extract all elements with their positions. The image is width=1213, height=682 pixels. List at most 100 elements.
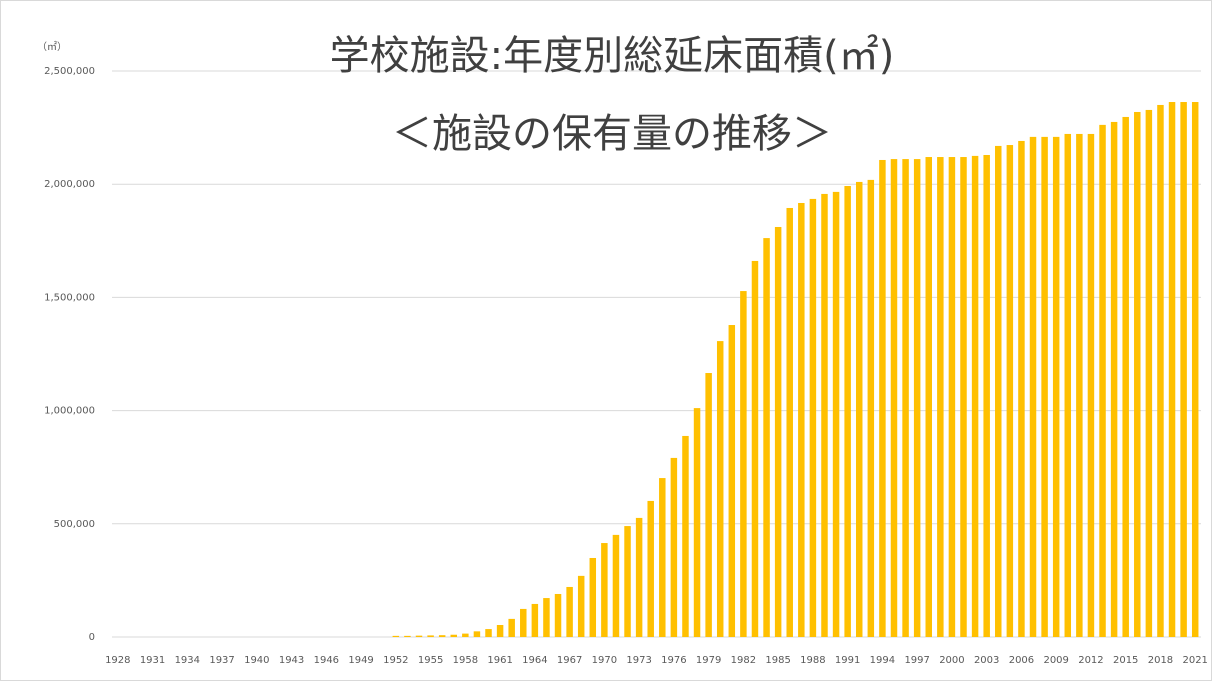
bar xyxy=(1180,102,1187,638)
bar xyxy=(577,575,585,637)
bar xyxy=(890,159,898,638)
x-tick-label: 1961 xyxy=(487,655,512,666)
x-tick-label: 1982 xyxy=(731,655,756,666)
bar xyxy=(612,534,620,637)
x-tick-label: 2009 xyxy=(1043,655,1068,666)
bar xyxy=(728,325,736,637)
bar xyxy=(543,598,550,637)
bar xyxy=(496,625,504,637)
x-tick-label: 1973 xyxy=(626,655,651,666)
bar xyxy=(1110,121,1118,637)
bar xyxy=(751,260,759,637)
bar xyxy=(937,157,944,638)
bar xyxy=(427,635,434,637)
bar xyxy=(844,186,851,637)
y-tick-label: 500,000 xyxy=(54,519,95,530)
bar xyxy=(1145,109,1153,638)
y-tick-label: 1,500,000 xyxy=(44,292,95,303)
x-tick-label: 1997 xyxy=(904,655,929,666)
bar xyxy=(1157,104,1164,637)
bar xyxy=(705,373,712,637)
chart-subtitle: ＜施設の保有量の推移＞ xyxy=(392,111,832,157)
bar xyxy=(821,193,828,638)
bar xyxy=(520,608,527,637)
bar xyxy=(659,478,666,637)
x-tick-label: 1955 xyxy=(418,655,443,666)
bar xyxy=(624,526,631,637)
chart-title: 学校施設:年度別総延床面積(㎡) xyxy=(330,33,895,79)
bar xyxy=(566,586,573,637)
y-tick-label: 0 xyxy=(89,632,95,643)
bar xyxy=(438,635,446,637)
bar xyxy=(693,408,701,637)
bar xyxy=(415,635,423,637)
bar xyxy=(786,207,793,638)
bar xyxy=(948,157,956,638)
bar xyxy=(902,159,909,638)
bar xyxy=(635,517,643,637)
bar xyxy=(879,159,886,637)
x-tick-label: 2021 xyxy=(1182,655,1207,666)
bar xyxy=(670,457,678,637)
bar xyxy=(682,435,689,637)
y-tick-label: 2,000,000 xyxy=(44,179,95,190)
x-tick-label: 1928 xyxy=(105,655,130,666)
bar xyxy=(763,238,770,638)
bar xyxy=(1052,136,1060,638)
bar xyxy=(716,341,724,637)
bar xyxy=(1041,136,1048,638)
bar xyxy=(1099,124,1106,638)
bar xyxy=(1191,102,1199,638)
x-tick-label: 1934 xyxy=(175,655,200,666)
bar xyxy=(960,157,967,638)
bar xyxy=(589,557,597,637)
bar xyxy=(855,181,863,637)
x-tick-label: 2018 xyxy=(1148,655,1173,666)
y-unit: （㎡） xyxy=(37,41,67,53)
x-tick-label: 1970 xyxy=(592,655,617,666)
bar xyxy=(1006,145,1014,637)
x-tick-label: 2006 xyxy=(1009,655,1034,666)
x-tick-label: 1994 xyxy=(870,655,895,666)
bar xyxy=(531,603,539,637)
x-tick-label: 2012 xyxy=(1078,655,1103,666)
bar xyxy=(832,191,840,638)
x-tick-label: 1937 xyxy=(209,655,234,666)
x-tick-label: 1952 xyxy=(383,655,408,666)
x-tick-label: 1967 xyxy=(557,655,582,666)
bar xyxy=(1029,136,1037,638)
x-tick-label: 1988 xyxy=(800,655,825,666)
bar xyxy=(774,226,782,637)
x-tick-label: 2015 xyxy=(1113,655,1138,666)
bar xyxy=(1076,133,1083,637)
bar xyxy=(995,145,1002,637)
bar xyxy=(1087,133,1095,637)
bar xyxy=(740,291,747,637)
bar xyxy=(392,635,400,637)
x-tick-label: 1991 xyxy=(835,655,860,666)
bar xyxy=(867,179,875,637)
x-tick-label: 1979 xyxy=(696,655,721,666)
x-tick-label: 1958 xyxy=(453,655,478,666)
bar xyxy=(601,543,608,637)
y-tick-label: 1,000,000 xyxy=(44,406,95,417)
x-tick-label: 1949 xyxy=(348,655,373,666)
bar xyxy=(473,631,481,637)
x-tick-label: 1976 xyxy=(661,655,686,666)
bar xyxy=(983,154,990,638)
x-tick-label: 1931 xyxy=(140,655,165,666)
bar xyxy=(1064,133,1072,637)
x-tick-label: 1946 xyxy=(314,655,339,666)
bar xyxy=(1018,140,1025,638)
bar xyxy=(798,202,805,637)
bar xyxy=(1168,102,1176,638)
bar xyxy=(1134,111,1141,638)
x-tick-label: 1940 xyxy=(244,655,269,666)
bar xyxy=(1122,116,1129,637)
bar xyxy=(462,633,469,637)
bar xyxy=(404,635,411,637)
x-tick-label: 2003 xyxy=(974,655,999,666)
x-tick-label: 1985 xyxy=(765,655,790,666)
x-tick-label: 2000 xyxy=(939,655,964,666)
